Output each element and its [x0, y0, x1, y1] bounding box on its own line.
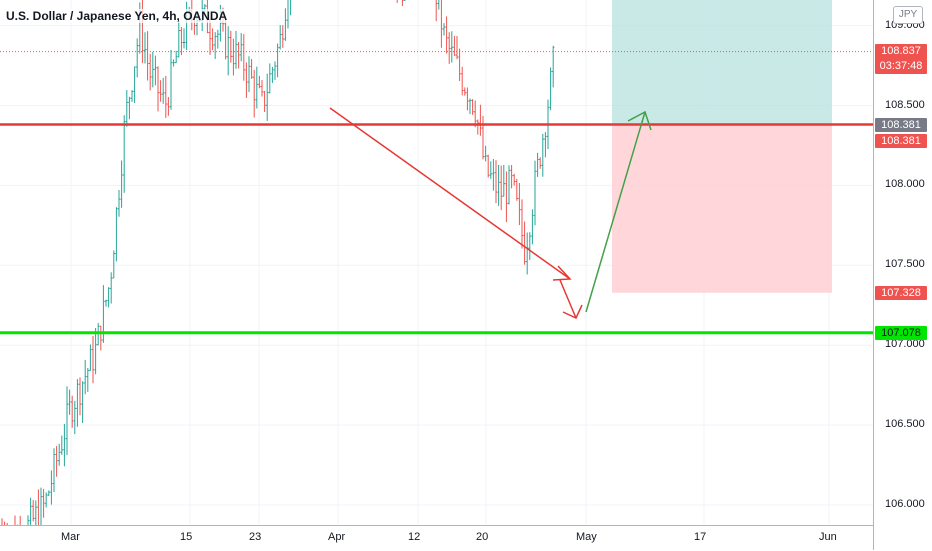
price-tick-label: 107.500: [885, 258, 925, 271]
time-tick-label: Mar: [61, 531, 80, 543]
chart-canvas[interactable]: U.S. Dollar / Japanese Yen, 4h, OANDA: [0, 0, 873, 525]
price-tag-entry-line: 108.381: [875, 117, 927, 132]
price-chart[interactable]: [0, 0, 873, 525]
price-tag-entry-pos: 108.381: [875, 133, 927, 148]
time-tick-label: 20: [476, 531, 489, 543]
trendline-arrowhead: [552, 265, 572, 281]
time-tick-label: 23: [249, 531, 262, 543]
loss-zone: [612, 124, 832, 293]
time-tick-label: Jun: [819, 531, 837, 543]
time-tick-label: 15: [180, 531, 193, 543]
time-axis[interactable]: Mar 15 23 Apr 12 20 May 17 Jun: [0, 525, 873, 551]
currency-badge[interactable]: JPY: [893, 6, 923, 24]
price-tag-current: 108.837 03:37:48: [875, 43, 927, 74]
price-tag-stop: 107.328: [875, 285, 927, 300]
time-tick-label: 12: [408, 531, 421, 543]
price-tag-support: 107.078: [875, 325, 927, 340]
price-tick-label: 108.500: [885, 98, 925, 111]
projection-arrow: [585, 111, 646, 313]
price-tick-label: 106.500: [885, 418, 925, 431]
chart-title: U.S. Dollar / Japanese Yen, 4h, OANDA: [6, 9, 228, 23]
drop-arrow-head: [562, 304, 583, 319]
price-tag-value: 108.837: [881, 44, 921, 57]
trendline: [329, 107, 571, 280]
profit-zone: [612, 0, 832, 125]
price-axis[interactable]: 112.000111.500111.000110.500110.000109.5…: [873, 0, 932, 550]
time-tick-label: May: [576, 531, 597, 543]
price-tick-label: 106.000: [885, 498, 925, 510]
price-tick-label: 107.000: [885, 338, 925, 351]
price-tick-label: 108.000: [885, 178, 925, 191]
projection-arrowhead: [627, 110, 652, 131]
time-tick-label: 17: [694, 531, 707, 543]
time-tick-label: Apr: [328, 531, 346, 543]
price-tag-countdown: 03:37:48: [879, 59, 923, 72]
drop-arrow: [559, 279, 577, 319]
